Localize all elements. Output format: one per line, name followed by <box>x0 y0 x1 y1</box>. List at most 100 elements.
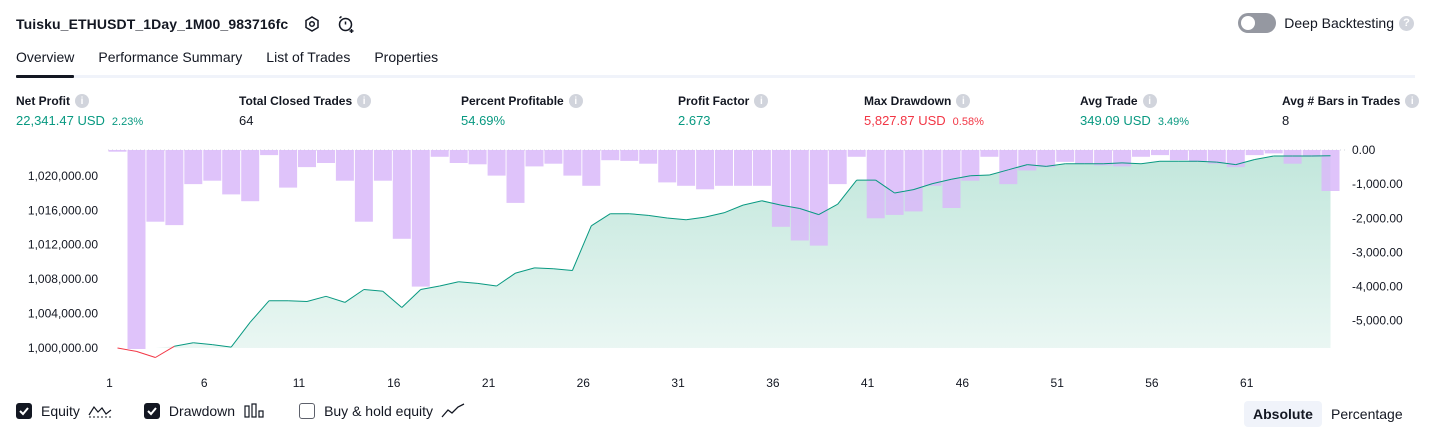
equity-line-segment <box>496 272 516 287</box>
legend-equity[interactable]: Equity <box>16 403 112 419</box>
drawdown-bar <box>222 150 241 195</box>
equity-line-segment <box>325 295 346 303</box>
equity-line-segment <box>761 200 782 206</box>
drawdown-bar <box>999 150 1018 185</box>
drawdown-bar <box>734 150 752 186</box>
info-icon[interactable]: i <box>1405 94 1420 108</box>
equity-line-segment <box>686 216 706 221</box>
equity-checkbox[interactable] <box>16 403 32 419</box>
equity-line-segment <box>401 289 422 308</box>
equity-line-segment <box>212 344 232 348</box>
equity-line-segment <box>723 204 744 214</box>
drawdown-bar <box>790 150 809 241</box>
drawdown-bar <box>1018 150 1037 171</box>
tab-list-of-trades[interactable]: List of Trades <box>266 49 351 65</box>
equity-line-segment <box>970 174 990 177</box>
right-axis-tick: -4,000.00 <box>1352 280 1403 294</box>
equity-line-segment <box>932 178 952 185</box>
equity-line-segment <box>1235 159 1255 166</box>
metric-percent-profitable: Percent Profitable i 54.69% <box>461 93 583 128</box>
drawdown-bar <box>279 150 298 188</box>
tab-performance-summary[interactable]: Performance Summary <box>98 49 243 65</box>
metric-net-profit: Net Profit i 22,341.47 USD 2.23% <box>16 93 143 128</box>
equity-line-segment <box>989 169 1009 176</box>
drawdown-bar <box>241 150 260 202</box>
buy-hold-checkbox[interactable] <box>299 403 316 419</box>
drawdown-bar <box>601 150 620 161</box>
drawdown-bar <box>468 150 487 165</box>
equity-line-segment <box>1027 164 1047 167</box>
equity-line-segment <box>288 300 308 302</box>
equity-line-segment <box>515 267 535 274</box>
info-icon[interactable]: i <box>357 94 372 108</box>
x-axis-tick: 61 <box>1240 376 1254 390</box>
drawdown-bar <box>563 150 582 176</box>
buy-hold-line-icon <box>441 403 465 418</box>
drawdown-bar <box>1075 150 1094 164</box>
drawdown-checkbox[interactable] <box>143 403 160 419</box>
drawdown-bar <box>961 150 980 181</box>
equity-area <box>117 155 1331 348</box>
help-icon[interactable]: ? <box>1399 15 1414 31</box>
drawdown-bar <box>1169 150 1188 161</box>
legend-buy-hold[interactable]: Buy & hold equity <box>299 403 465 419</box>
absolute-button[interactable]: Absolute <box>1244 401 1322 427</box>
tab-properties[interactable]: Properties <box>374 49 439 65</box>
x-axis-tick: 46 <box>956 376 970 390</box>
deep-backtesting-toggle[interactable] <box>1238 13 1277 33</box>
drawdown-bar <box>1207 150 1226 164</box>
metric-percent: 0.58% <box>952 116 984 128</box>
info-icon[interactable]: i <box>1142 94 1157 108</box>
drawdown-bar <box>847 150 866 157</box>
percentage-button[interactable]: Percentage <box>1331 406 1403 422</box>
legend: Equity Drawdown Buy & hold equity <box>16 403 465 419</box>
drawdown-bar <box>658 150 677 183</box>
drawdown-bar <box>677 150 696 186</box>
left-axis-tick: 1,000,000.00 <box>28 341 98 355</box>
metric-label: Percent Profitable <box>461 94 564 108</box>
metric-max-drawdown: Max Drawdown i 5,827.87 USD 0.58% <box>864 93 984 128</box>
drawdown-bar <box>904 150 923 212</box>
legend-drawdown[interactable]: Drawdown <box>143 403 265 419</box>
x-axis-tick: 1 <box>106 376 113 390</box>
info-icon[interactable]: i <box>75 94 89 108</box>
check-icon <box>147 407 157 416</box>
check-icon <box>19 407 29 416</box>
metric-label: Avg # Bars in Trades <box>1282 94 1401 108</box>
drawdown-bar <box>1151 150 1169 156</box>
equity-line-segment <box>155 345 175 358</box>
info-icon[interactable]: i <box>754 94 769 108</box>
equity-line-icon <box>88 405 112 418</box>
equity-drawdown-chart[interactable]: 1,020,000.00 1,016,000.00 1,012,000.00 1,00… <box>0 140 1431 395</box>
equity-line-segment <box>571 225 592 271</box>
settings-icon[interactable] <box>302 14 322 34</box>
equity-line-segment <box>1008 164 1028 171</box>
right-axis-tick: 0.00 <box>1352 143 1376 157</box>
metric-value: 54.69% <box>461 113 506 128</box>
drawdown-bar <box>620 150 639 161</box>
equity-line-segment <box>230 321 251 348</box>
add-alert-icon[interactable] <box>336 14 356 34</box>
metric-label: Max Drawdown <box>864 94 952 108</box>
metric-value: 22,341.47 USD <box>16 113 105 128</box>
equity-line-segment <box>1140 160 1160 165</box>
equity-line-segment <box>344 289 365 303</box>
drawdown-bar <box>184 150 203 185</box>
equity-line-segment <box>382 290 403 308</box>
drawdown-bar <box>771 150 790 227</box>
equity-line-segment <box>667 217 687 221</box>
equity-line-segment <box>117 347 137 352</box>
metric-avg-bars: Avg # Bars in Trades i 8 <box>1282 93 1420 128</box>
drawdown-bar <box>1302 150 1321 157</box>
drawdown-bar <box>1264 150 1283 154</box>
metric-value: 8 <box>1282 113 1290 128</box>
equity-line-segment <box>875 179 895 194</box>
drawdown-bar <box>639 150 658 164</box>
drawdown-bar <box>354 150 373 222</box>
info-icon[interactable]: i <box>568 94 583 108</box>
drawdown-bar <box>544 150 563 164</box>
info-icon[interactable]: i <box>956 94 971 108</box>
drawdown-bar <box>525 150 544 167</box>
drawdown-bar <box>506 150 525 203</box>
tab-overview[interactable]: Overview <box>16 45 75 78</box>
